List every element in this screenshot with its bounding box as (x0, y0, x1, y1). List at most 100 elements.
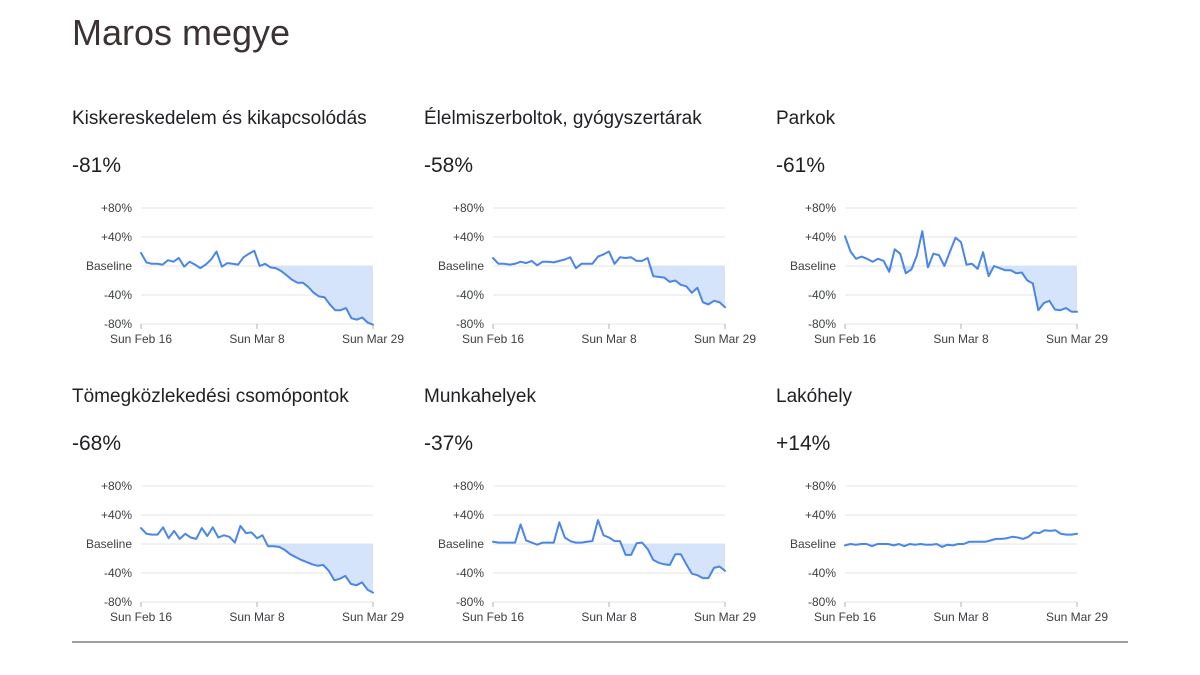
data-point (963, 543, 965, 545)
x-tick-label: Sun Mar 29 (342, 332, 404, 346)
change-value: -58% (424, 154, 474, 177)
data-point (497, 263, 499, 265)
data-point (914, 544, 916, 546)
y-tick-label: Baseline (438, 259, 484, 273)
data-point (910, 268, 912, 270)
data-point (892, 544, 894, 546)
data-point (217, 536, 219, 538)
data-point (946, 544, 948, 546)
data-point (184, 533, 186, 535)
data-point (553, 541, 555, 543)
data-point (696, 287, 698, 289)
data-point (1076, 311, 1078, 313)
data-point (519, 523, 521, 525)
data-point (514, 541, 516, 543)
data-point (210, 258, 212, 260)
data-point (619, 540, 621, 542)
data-point (691, 573, 693, 575)
data-point (232, 263, 234, 265)
data-point (173, 530, 175, 532)
data-point (302, 282, 304, 284)
data-point (350, 583, 352, 585)
data-point (919, 543, 921, 545)
series-line (492, 519, 726, 580)
data-point (221, 266, 223, 268)
data-point (602, 534, 604, 536)
data-point (707, 577, 709, 579)
y-tick-label: +80% (805, 201, 836, 215)
data-point (201, 527, 203, 529)
data-point (921, 230, 923, 232)
data-point (941, 546, 943, 548)
data-point (1038, 532, 1040, 534)
data-point (882, 543, 884, 545)
x-tick-label: Sun Mar 8 (933, 332, 989, 346)
data-point (685, 285, 687, 287)
bottom-divider (72, 641, 1128, 643)
data-point (372, 591, 374, 593)
data-point (194, 263, 196, 265)
chart-panel: Parkok -61% +80% +40% Baseline -40% -80% Sun Fe… (776, 108, 1116, 378)
data-point (647, 257, 649, 259)
y-tick-label: Baseline (86, 537, 132, 551)
data-point (259, 265, 261, 267)
data-point (849, 543, 851, 545)
data-point (1070, 533, 1072, 535)
data-point (156, 263, 158, 265)
data-point (888, 271, 890, 273)
data-point (987, 275, 989, 277)
data-point (1037, 309, 1039, 311)
data-point (883, 260, 885, 262)
data-point (1026, 279, 1028, 281)
data-point (206, 535, 208, 537)
data-point (641, 260, 643, 262)
series-line (844, 230, 1078, 313)
data-point (1022, 538, 1024, 540)
data-point (903, 545, 905, 547)
data-point (313, 292, 315, 294)
data-point (167, 537, 169, 539)
data-point (575, 541, 577, 543)
y-tick-label: -40% (104, 566, 132, 580)
data-point (269, 266, 271, 268)
series-line (844, 529, 1078, 548)
data-point (1011, 536, 1013, 538)
data-point (1032, 282, 1034, 284)
x-tick-label: Sun Feb 16 (462, 610, 524, 624)
data-point (968, 541, 970, 543)
data-point (855, 258, 857, 260)
data-point (156, 533, 158, 535)
x-tick-label: Sun Mar 29 (1046, 332, 1108, 346)
data-point (602, 253, 604, 255)
data-point (151, 533, 153, 535)
data-point (226, 262, 228, 264)
data-point (514, 263, 516, 265)
data-point (525, 539, 527, 541)
chart-title: Lakóhely (776, 386, 853, 407)
data-point (234, 541, 236, 543)
chart-title: Parkok (776, 108, 836, 129)
data-point (674, 553, 676, 555)
data-point (151, 263, 153, 265)
change-value: -61% (776, 154, 826, 177)
data-point (323, 296, 325, 298)
data-point (339, 309, 341, 311)
y-tick-label: -40% (456, 566, 484, 580)
data-point (503, 263, 505, 265)
data-point (965, 263, 967, 265)
x-tick-label: Sun Feb 16 (814, 610, 876, 624)
data-point (624, 257, 626, 259)
y-tick-label: +40% (805, 230, 836, 244)
y-tick-label: -40% (104, 288, 132, 302)
data-point (619, 256, 621, 258)
data-point (250, 531, 252, 533)
data-point (669, 564, 671, 566)
data-point (865, 543, 867, 545)
data-point (278, 546, 280, 548)
y-tick-label: -40% (456, 288, 484, 302)
data-point (317, 565, 319, 567)
data-point (558, 260, 560, 262)
y-tick-label: +40% (101, 508, 132, 522)
data-point (580, 263, 582, 265)
data-point (1043, 302, 1045, 304)
